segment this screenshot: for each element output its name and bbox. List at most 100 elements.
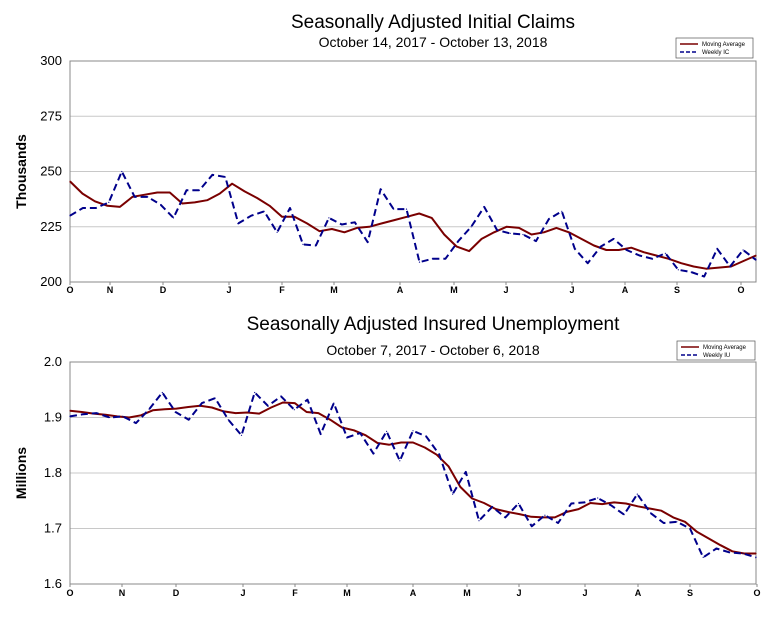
data-point [188, 419, 190, 421]
y-tick-label: 1.6 [44, 576, 62, 591]
x-tick-label: J [582, 588, 587, 598]
data-point [128, 416, 130, 419]
data-point [718, 267, 720, 269]
data-point [406, 216, 408, 218]
data-point [729, 265, 731, 268]
data-point [270, 406, 272, 409]
data-point [95, 207, 97, 209]
x-tick-label: J [240, 588, 245, 598]
legend-label: Moving Average [702, 42, 746, 48]
legend-label: Weekly IC [702, 50, 730, 56]
data-point [81, 193, 84, 195]
data-point [328, 217, 330, 219]
data-point [201, 402, 203, 404]
data-point [543, 231, 545, 233]
data-point [69, 415, 71, 417]
data-point [240, 434, 243, 436]
data-point [719, 544, 722, 546]
data-point [258, 413, 260, 415]
data-point [574, 248, 576, 250]
data-point [518, 513, 521, 515]
data-point [676, 521, 678, 523]
data-point [636, 493, 638, 495]
x-tick-label: A [397, 285, 404, 295]
data-point [353, 429, 355, 431]
data-point [587, 262, 589, 264]
data-point [625, 502, 627, 505]
series-points-moving-average [69, 401, 757, 555]
data-point [289, 207, 291, 209]
y-tick-label: 250 [40, 164, 62, 179]
data-point [418, 212, 420, 215]
data-point [306, 399, 309, 401]
data-point [244, 190, 246, 192]
data-point [329, 419, 331, 421]
data-point [755, 254, 757, 257]
data-point [680, 262, 682, 264]
data-point [483, 206, 485, 208]
data-point [689, 527, 691, 530]
data-point [267, 405, 269, 407]
data-point [530, 516, 532, 518]
x-tick-label: F [292, 588, 298, 598]
data-point [570, 502, 572, 505]
data-point [181, 202, 183, 205]
data-point [237, 222, 239, 224]
data-point [548, 218, 550, 220]
data-point [444, 258, 446, 260]
data-point [583, 501, 586, 503]
data-point [343, 231, 345, 233]
data-point [554, 516, 556, 519]
x-tick-label: F [279, 285, 285, 295]
data-point [294, 402, 296, 404]
data-point [715, 547, 718, 550]
data-point [372, 453, 374, 455]
data-point [388, 444, 390, 446]
data-point [663, 522, 665, 524]
data-point [457, 240, 459, 242]
data-point [496, 229, 498, 231]
data-point [365, 434, 367, 436]
data-point [317, 412, 319, 414]
data-point [613, 501, 615, 503]
x-tick-label: O [737, 285, 744, 295]
data-point [456, 246, 458, 248]
x-tick-label: J [516, 588, 521, 598]
chart-subtitle: October 14, 2017 - October 13, 2018 [319, 34, 548, 50]
data-point [381, 222, 383, 224]
data-point [161, 391, 163, 394]
data-point [637, 505, 639, 507]
data-point [597, 497, 599, 499]
data-point [436, 454, 438, 456]
data-point [156, 191, 158, 194]
data-point [483, 502, 485, 504]
data-point [544, 514, 546, 516]
data-point [471, 497, 473, 500]
x-tick-label: N [119, 588, 126, 598]
data-point [254, 391, 256, 394]
data-point [399, 460, 401, 462]
x-tick-label: N [107, 285, 114, 295]
legend-label: Moving Average [703, 345, 747, 351]
x-tick-label: A [635, 588, 642, 598]
data-point [742, 260, 745, 262]
x-tick-label: O [66, 588, 73, 598]
data-point [605, 249, 607, 251]
data-point [152, 409, 154, 411]
data-point [684, 521, 686, 523]
data-point [589, 502, 592, 504]
data-point [618, 249, 620, 251]
data-point [198, 189, 200, 191]
y-tick-label: 2.0 [44, 354, 62, 369]
y-tick-label: 275 [40, 108, 62, 123]
data-point [346, 436, 348, 439]
data-point [530, 233, 533, 236]
data-point [109, 416, 111, 419]
data-point [535, 240, 537, 242]
x-tick-label: O [66, 285, 73, 295]
data-point [623, 514, 625, 516]
data-point [447, 465, 450, 467]
data-point [231, 183, 233, 185]
data-point [376, 442, 379, 444]
